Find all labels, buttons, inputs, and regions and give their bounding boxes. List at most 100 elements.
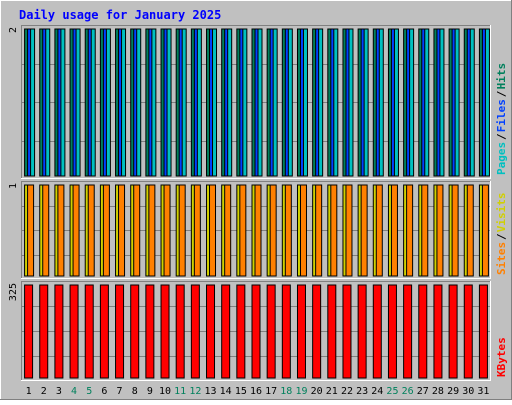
day-label-2: 2: [41, 386, 47, 397]
bar-pages-day-20: [318, 28, 324, 177]
bar-kbytes-day-12: [190, 284, 200, 379]
bar-pages-day-10: [166, 28, 172, 177]
bar-sites-day-22: [345, 184, 353, 277]
bar-sites-day-1: [27, 184, 35, 277]
bar-pages-day-8: [136, 28, 142, 177]
bar-kbytes-day-6: [99, 284, 109, 379]
bar-kbytes-day-29: [448, 284, 458, 379]
bar-kbytes-day-23: [357, 284, 367, 379]
bar-kbytes-day-14: [221, 284, 231, 379]
day-label-5: 5: [86, 386, 92, 397]
bar-sites-day-5: [87, 184, 95, 277]
legend-hits: Hits: [495, 63, 508, 90]
bar-pages-day-16: [257, 28, 263, 177]
bar-pages-day-15: [242, 28, 248, 177]
bar-pages-day-6: [105, 28, 111, 177]
bar-pages-day-22: [348, 28, 354, 177]
day-label-31: 31: [477, 386, 489, 397]
bar-sites-day-6: [102, 184, 110, 277]
bar-kbytes-day-9: [145, 284, 155, 379]
bar-pages-day-21: [333, 28, 339, 177]
panel-legend: KBytes: [495, 337, 508, 377]
bar-kbytes-day-3: [54, 284, 64, 379]
bar-kbytes-day-25: [387, 284, 397, 379]
bar-kbytes-day-16: [251, 284, 261, 379]
bar-kbytes-day-28: [433, 284, 443, 379]
bar-pages-day-25: [393, 28, 399, 177]
day-label-27: 27: [417, 386, 429, 397]
bar-pages-day-4: [75, 28, 81, 177]
bar-pages-day-14: [227, 28, 233, 177]
legend-kbytes: KBytes: [495, 337, 508, 377]
legend-separator: /: [495, 133, 508, 140]
day-label-19: 19: [295, 386, 307, 397]
bar-pages-day-24: [378, 28, 384, 177]
bar-kbytes-day-31: [478, 284, 488, 379]
bar-sites-day-29: [451, 184, 459, 277]
day-label-15: 15: [235, 386, 247, 397]
panel-sites_visits: 1 Sites /Visits: [8, 181, 508, 279]
bar-pages-day-12: [196, 28, 202, 177]
bar-kbytes-day-4: [69, 284, 79, 379]
bar-sites-day-14: [224, 184, 232, 277]
bar-pages-day-28: [439, 28, 445, 177]
bar-pages-day-27: [424, 28, 430, 177]
day-label-4: 4: [71, 386, 77, 397]
bar-sites-day-4: [72, 184, 80, 277]
legend-sites: Sites: [495, 242, 508, 275]
panel-legend: Sites /Visits: [495, 192, 508, 275]
bar-pages-day-30: [469, 28, 475, 177]
bar-pages-day-17: [272, 28, 278, 177]
bar-pages-day-11: [181, 28, 187, 177]
bar-sites-day-15: [239, 184, 247, 277]
bar-pages-day-3: [60, 28, 66, 177]
day-label-18: 18: [280, 386, 292, 397]
bar-kbytes-day-26: [403, 284, 413, 379]
day-label-12: 12: [189, 386, 201, 397]
bar-kbytes-day-19: [296, 284, 306, 379]
day-label-16: 16: [250, 386, 262, 397]
panel-kbytes: 325 KBytes: [8, 281, 508, 381]
bar-sites-day-3: [57, 184, 65, 277]
bar-kbytes-day-11: [175, 284, 185, 379]
day-label-21: 21: [326, 386, 338, 397]
bar-kbytes-day-13: [206, 284, 216, 379]
bar-sites-day-20: [315, 184, 323, 277]
panel-max-label: 2: [8, 27, 19, 33]
bar-kbytes-day-15: [236, 284, 246, 379]
bar-sites-day-21: [330, 184, 338, 277]
bar-sites-day-28: [436, 184, 444, 277]
day-label-3: 3: [56, 386, 62, 397]
bar-pages-day-31: [484, 28, 490, 177]
legend-separator: /: [495, 90, 508, 97]
day-label-9: 9: [147, 386, 153, 397]
bar-pages-day-2: [45, 28, 51, 177]
panel-legend: Pages/Files/Hits: [495, 63, 508, 175]
bar-pages-day-13: [212, 28, 218, 177]
bar-kbytes-day-18: [281, 284, 291, 379]
x-axis-day-labels: 1 2 3 4 5 6 7 8 9 10 11 12 13 14 15 16 17 18 19 20 21 22 23 24 2…: [26, 386, 490, 397]
bar-pages-day-26: [409, 28, 415, 177]
panel-max-label: 325: [8, 283, 19, 301]
bar-sites-day-27: [421, 184, 429, 277]
bar-sites-day-10: [163, 184, 171, 277]
bar-pages-day-5: [90, 28, 96, 177]
day-label-20: 20: [311, 386, 323, 397]
bar-sites-day-17: [269, 184, 277, 277]
bar-sites-day-13: [209, 184, 217, 277]
bar-pages-day-1: [30, 28, 36, 177]
bar-kbytes-day-5: [84, 284, 94, 379]
day-label-22: 22: [341, 386, 353, 397]
day-label-7: 7: [117, 386, 123, 397]
day-label-10: 10: [159, 386, 171, 397]
bar-kbytes-day-30: [463, 284, 473, 379]
bar-pages-day-9: [151, 28, 157, 177]
day-label-17: 17: [265, 386, 277, 397]
bar-pages-day-29: [454, 28, 460, 177]
day-label-24: 24: [371, 386, 383, 397]
bar-kbytes-day-2: [39, 284, 49, 379]
bar-sites-day-31: [481, 184, 489, 277]
bar-kbytes-day-22: [342, 284, 352, 379]
